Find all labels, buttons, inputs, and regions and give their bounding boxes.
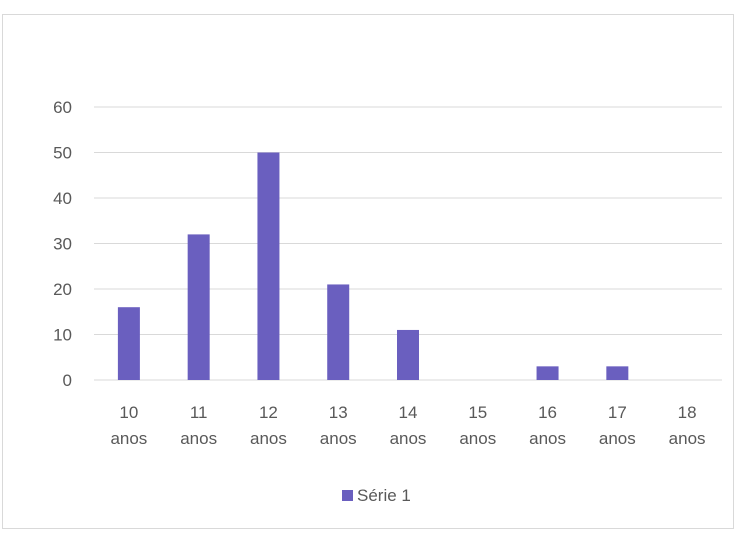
legend-swatch: [342, 490, 353, 501]
x-tick-label-15-anos: 15 anos: [459, 403, 496, 448]
y-tick-label-60: 60: [53, 98, 72, 117]
bar-13-anos: [327, 284, 350, 380]
y-tick-label-10: 10: [53, 326, 72, 345]
x-axis-ticks: 10 anos 11 anos 12 anos 13 anos 14 anos 15 anos 16 an…: [110, 403, 705, 448]
bar-14-anos: [397, 329, 419, 380]
x-tick-label-16-anos: 16 anos: [529, 403, 566, 448]
x-tick-label-17-anos: 17 anos: [599, 403, 636, 448]
bar-17-anos: [606, 366, 629, 380]
bars: [117, 152, 629, 380]
chart-border: [2, 14, 734, 529]
y-tick-label-20: 20: [53, 280, 72, 299]
bar-11-anos: [187, 234, 210, 380]
bar-16-anos: [536, 366, 559, 380]
y-tick-label-30: 30: [53, 235, 72, 254]
y-tick-label-50: 50: [53, 144, 72, 163]
x-tick-label-10-anos: 10 anos: [110, 403, 147, 448]
legend: Série 1: [342, 486, 411, 505]
y-tick-label-0: 0: [63, 371, 72, 390]
x-tick-label-11-anos: 11 anos: [180, 403, 217, 448]
legend-label: Série 1: [357, 486, 411, 505]
y-tick-label-40: 40: [53, 189, 72, 208]
x-tick-label-14-anos: 14 anos: [390, 403, 427, 448]
y-axis-ticks: 0 10 20 30 40 50 60: [53, 98, 72, 390]
bar-12-anos: [257, 152, 280, 380]
x-tick-label-12-anos: 12 anos: [250, 403, 287, 448]
x-tick-label-18-anos: 18 anos: [669, 403, 706, 448]
bar-10-anos: [117, 307, 140, 380]
x-tick-label-13-anos: 13 anos: [320, 403, 357, 448]
